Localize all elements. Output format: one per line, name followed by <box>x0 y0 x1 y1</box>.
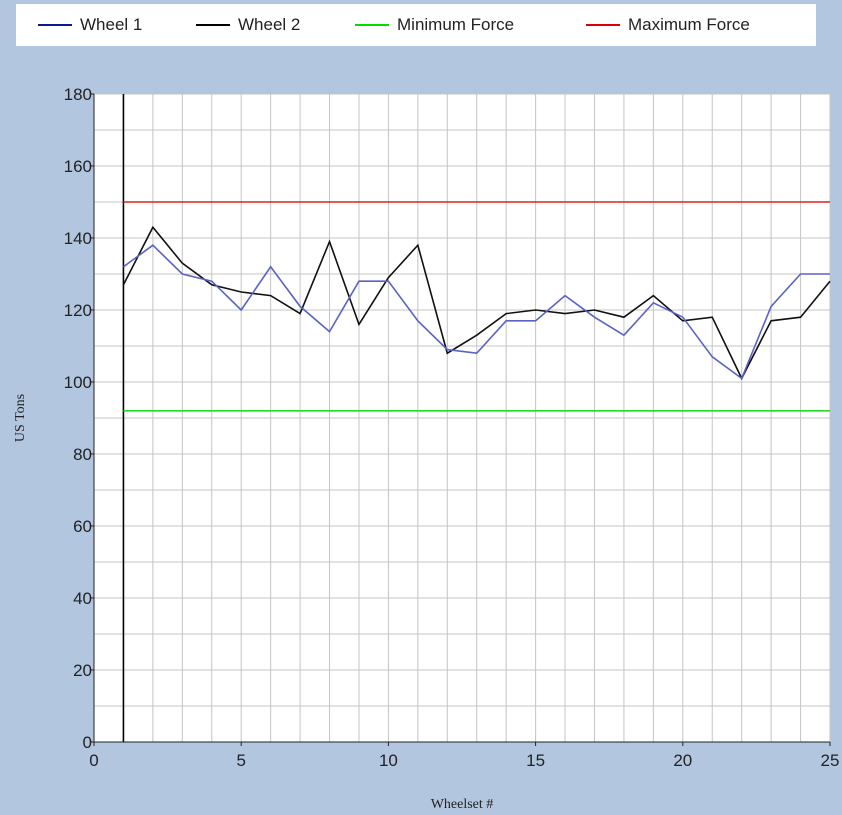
tick-labels: 0 20 40 60 80 100 120 140 160 180 0 5 10 15 20 25 <box>64 85 840 770</box>
legend-label-wheel-2: Wheel 2 <box>238 15 301 34</box>
y-tick-label: 20 <box>73 661 92 680</box>
y-tick-label: 80 <box>73 445 92 464</box>
legend-item-minimum-force: Minimum Force <box>355 4 514 46</box>
series-line-wheel-1 <box>122 244 830 380</box>
x-tick-label: 15 <box>526 751 545 770</box>
series-lines <box>122 201 831 412</box>
y-tick-label: 160 <box>64 157 92 176</box>
y-axis-title: US Tons <box>13 394 28 442</box>
series-line-wheel-2 <box>122 225 831 381</box>
legend-item-wheel-2: Wheel 2 <box>196 4 300 46</box>
x-tick-label: 5 <box>236 751 245 770</box>
legend-label-maximum-force: Maximum Force <box>628 15 750 34</box>
x-tick-label: 10 <box>379 751 398 770</box>
chart-legend: Wheel 1 Wheel 2 Minimum Force Maximum Fo… <box>16 4 816 46</box>
y-tick-label: 40 <box>73 589 92 608</box>
y-tick-label: 180 <box>64 85 92 104</box>
legend-swatch-wheel-2 <box>196 24 230 26</box>
legend-swatch-maximum-force <box>586 24 620 26</box>
legend-swatch-wheel-1 <box>38 24 72 26</box>
x-axis-title: Wheelset # <box>431 797 494 812</box>
y-tick-label: 0 <box>83 733 92 752</box>
y-tick-label: 60 <box>73 517 92 536</box>
legend-item-maximum-force: Maximum Force <box>586 4 750 46</box>
x-tick-label: 0 <box>89 751 98 770</box>
y-tick-label: 140 <box>64 229 92 248</box>
legend-label-wheel-1: Wheel 1 <box>80 15 143 34</box>
grid-lines <box>94 93 831 742</box>
legend-swatch-minimum-force <box>355 24 389 26</box>
y-tick-label: 100 <box>64 373 92 392</box>
y-tick-label: 120 <box>64 301 92 320</box>
legend-item-wheel-1: Wheel 1 <box>38 4 142 46</box>
legend-label-minimum-force: Minimum Force <box>397 15 515 34</box>
x-tick-label: 25 <box>821 751 840 770</box>
x-tick-label: 20 <box>673 751 692 770</box>
